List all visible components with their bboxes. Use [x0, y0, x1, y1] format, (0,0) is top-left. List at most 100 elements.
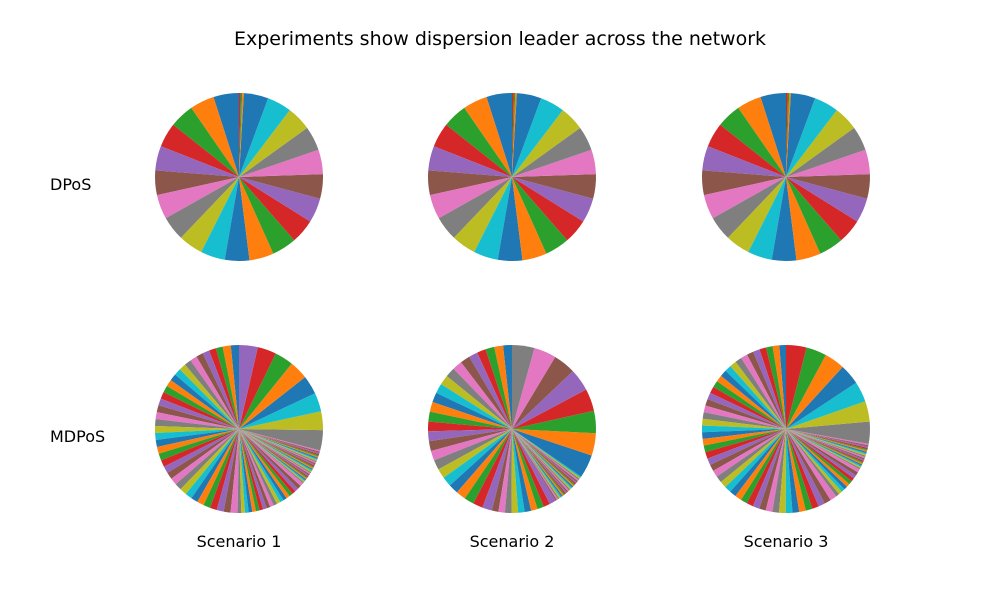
pie-slice — [759, 347, 786, 429]
pie-slice — [239, 429, 271, 509]
pie-slice — [786, 174, 870, 199]
pie-slice — [512, 429, 569, 493]
pie-slice — [512, 429, 560, 500]
pie-slice — [786, 366, 857, 429]
pie-slice — [239, 429, 296, 494]
pie-slice — [713, 429, 786, 477]
pie-slice — [215, 346, 239, 429]
pie-slice — [702, 412, 786, 429]
pie-slice — [512, 345, 535, 429]
pie-slice — [429, 177, 512, 219]
pie-slice — [454, 177, 512, 253]
pie-slice — [239, 429, 316, 466]
pie-slice — [786, 429, 850, 487]
pie-slice — [703, 405, 786, 429]
pie-slice — [191, 429, 239, 502]
pie-slice — [786, 429, 862, 467]
pie-slice — [725, 366, 786, 429]
pie-slice — [179, 364, 239, 429]
pie-slice — [438, 177, 512, 238]
pie-slice — [161, 429, 239, 467]
pie-slice — [786, 110, 855, 177]
pie-slice — [239, 177, 321, 222]
pie-slice — [482, 429, 512, 511]
pie-slice — [786, 355, 843, 429]
pie-slice — [720, 370, 786, 429]
pie-slice — [512, 93, 516, 177]
pie-slice — [786, 429, 867, 456]
pie-slice — [786, 429, 860, 473]
pie-slice — [702, 418, 786, 429]
pie-slice — [786, 429, 864, 462]
pie-dpos-scenario-1 — [154, 93, 323, 261]
pie-slice — [239, 429, 320, 455]
pie-slice — [239, 429, 314, 469]
pie-slice — [786, 429, 819, 509]
pie-slice — [728, 177, 786, 253]
pie-slice — [239, 344, 258, 429]
pie-slice — [786, 429, 825, 507]
pie-slice — [786, 382, 866, 429]
pie-slice — [171, 429, 239, 485]
pie-slice — [196, 353, 239, 429]
pie-slice — [239, 429, 318, 459]
row-label-dpos: DPoS — [50, 175, 91, 194]
pie-slice — [786, 98, 837, 177]
pie-slice — [710, 429, 786, 471]
pie-slice — [427, 421, 512, 432]
pie-slice — [429, 402, 512, 429]
pie-slice — [786, 347, 826, 429]
pie-slice — [216, 429, 239, 512]
pie-slice — [427, 170, 512, 196]
pie-slice — [512, 429, 566, 495]
pie-slice — [720, 429, 786, 488]
pie-slice — [512, 429, 575, 487]
pie-slice — [512, 429, 561, 499]
pie-slice — [512, 429, 581, 479]
pie-slice — [512, 429, 580, 481]
pie-slice — [239, 429, 318, 460]
pie-slice — [239, 429, 287, 501]
pie-slice — [716, 429, 786, 482]
pie-slice — [443, 429, 512, 486]
pie-slice — [239, 429, 257, 512]
pie-slice — [158, 429, 239, 461]
pie-slice — [163, 429, 239, 473]
pie-slice — [498, 429, 512, 513]
pie-slice — [239, 127, 319, 177]
pie-slice — [239, 110, 308, 177]
pie-slice — [239, 177, 311, 241]
pie-slice — [710, 386, 786, 429]
pie-slice — [190, 356, 239, 429]
pie-slice — [239, 174, 323, 199]
pie-slice — [512, 429, 577, 485]
pie-slice — [786, 429, 842, 495]
pie-slice — [491, 429, 512, 512]
pie-slice — [239, 429, 310, 476]
pie-slice — [786, 429, 858, 476]
pie-slice — [786, 429, 868, 452]
pie-slice — [705, 399, 786, 429]
pie-slice — [512, 429, 559, 501]
pie-slice — [239, 177, 274, 261]
pie-slice — [786, 429, 863, 466]
pie-slice — [759, 429, 786, 511]
pie-mdpos-scenario-2 — [427, 345, 596, 514]
pie-slice — [712, 177, 786, 238]
pie-slice — [430, 429, 512, 461]
pie-slice — [239, 363, 306, 429]
pie-slice — [512, 410, 596, 434]
pie-slice — [707, 429, 786, 465]
pie-slice — [239, 429, 281, 504]
pie-slice — [753, 349, 786, 429]
pie-slice — [239, 429, 299, 492]
pie-slice — [786, 177, 868, 222]
pie-slice — [703, 177, 786, 219]
pie-slice — [703, 429, 786, 453]
pie-slice — [786, 429, 865, 460]
pie-slice — [702, 429, 786, 446]
pie-slice — [786, 429, 840, 497]
pie-slice — [485, 346, 512, 429]
pie-slice — [752, 429, 786, 509]
pie-slice — [239, 429, 312, 474]
